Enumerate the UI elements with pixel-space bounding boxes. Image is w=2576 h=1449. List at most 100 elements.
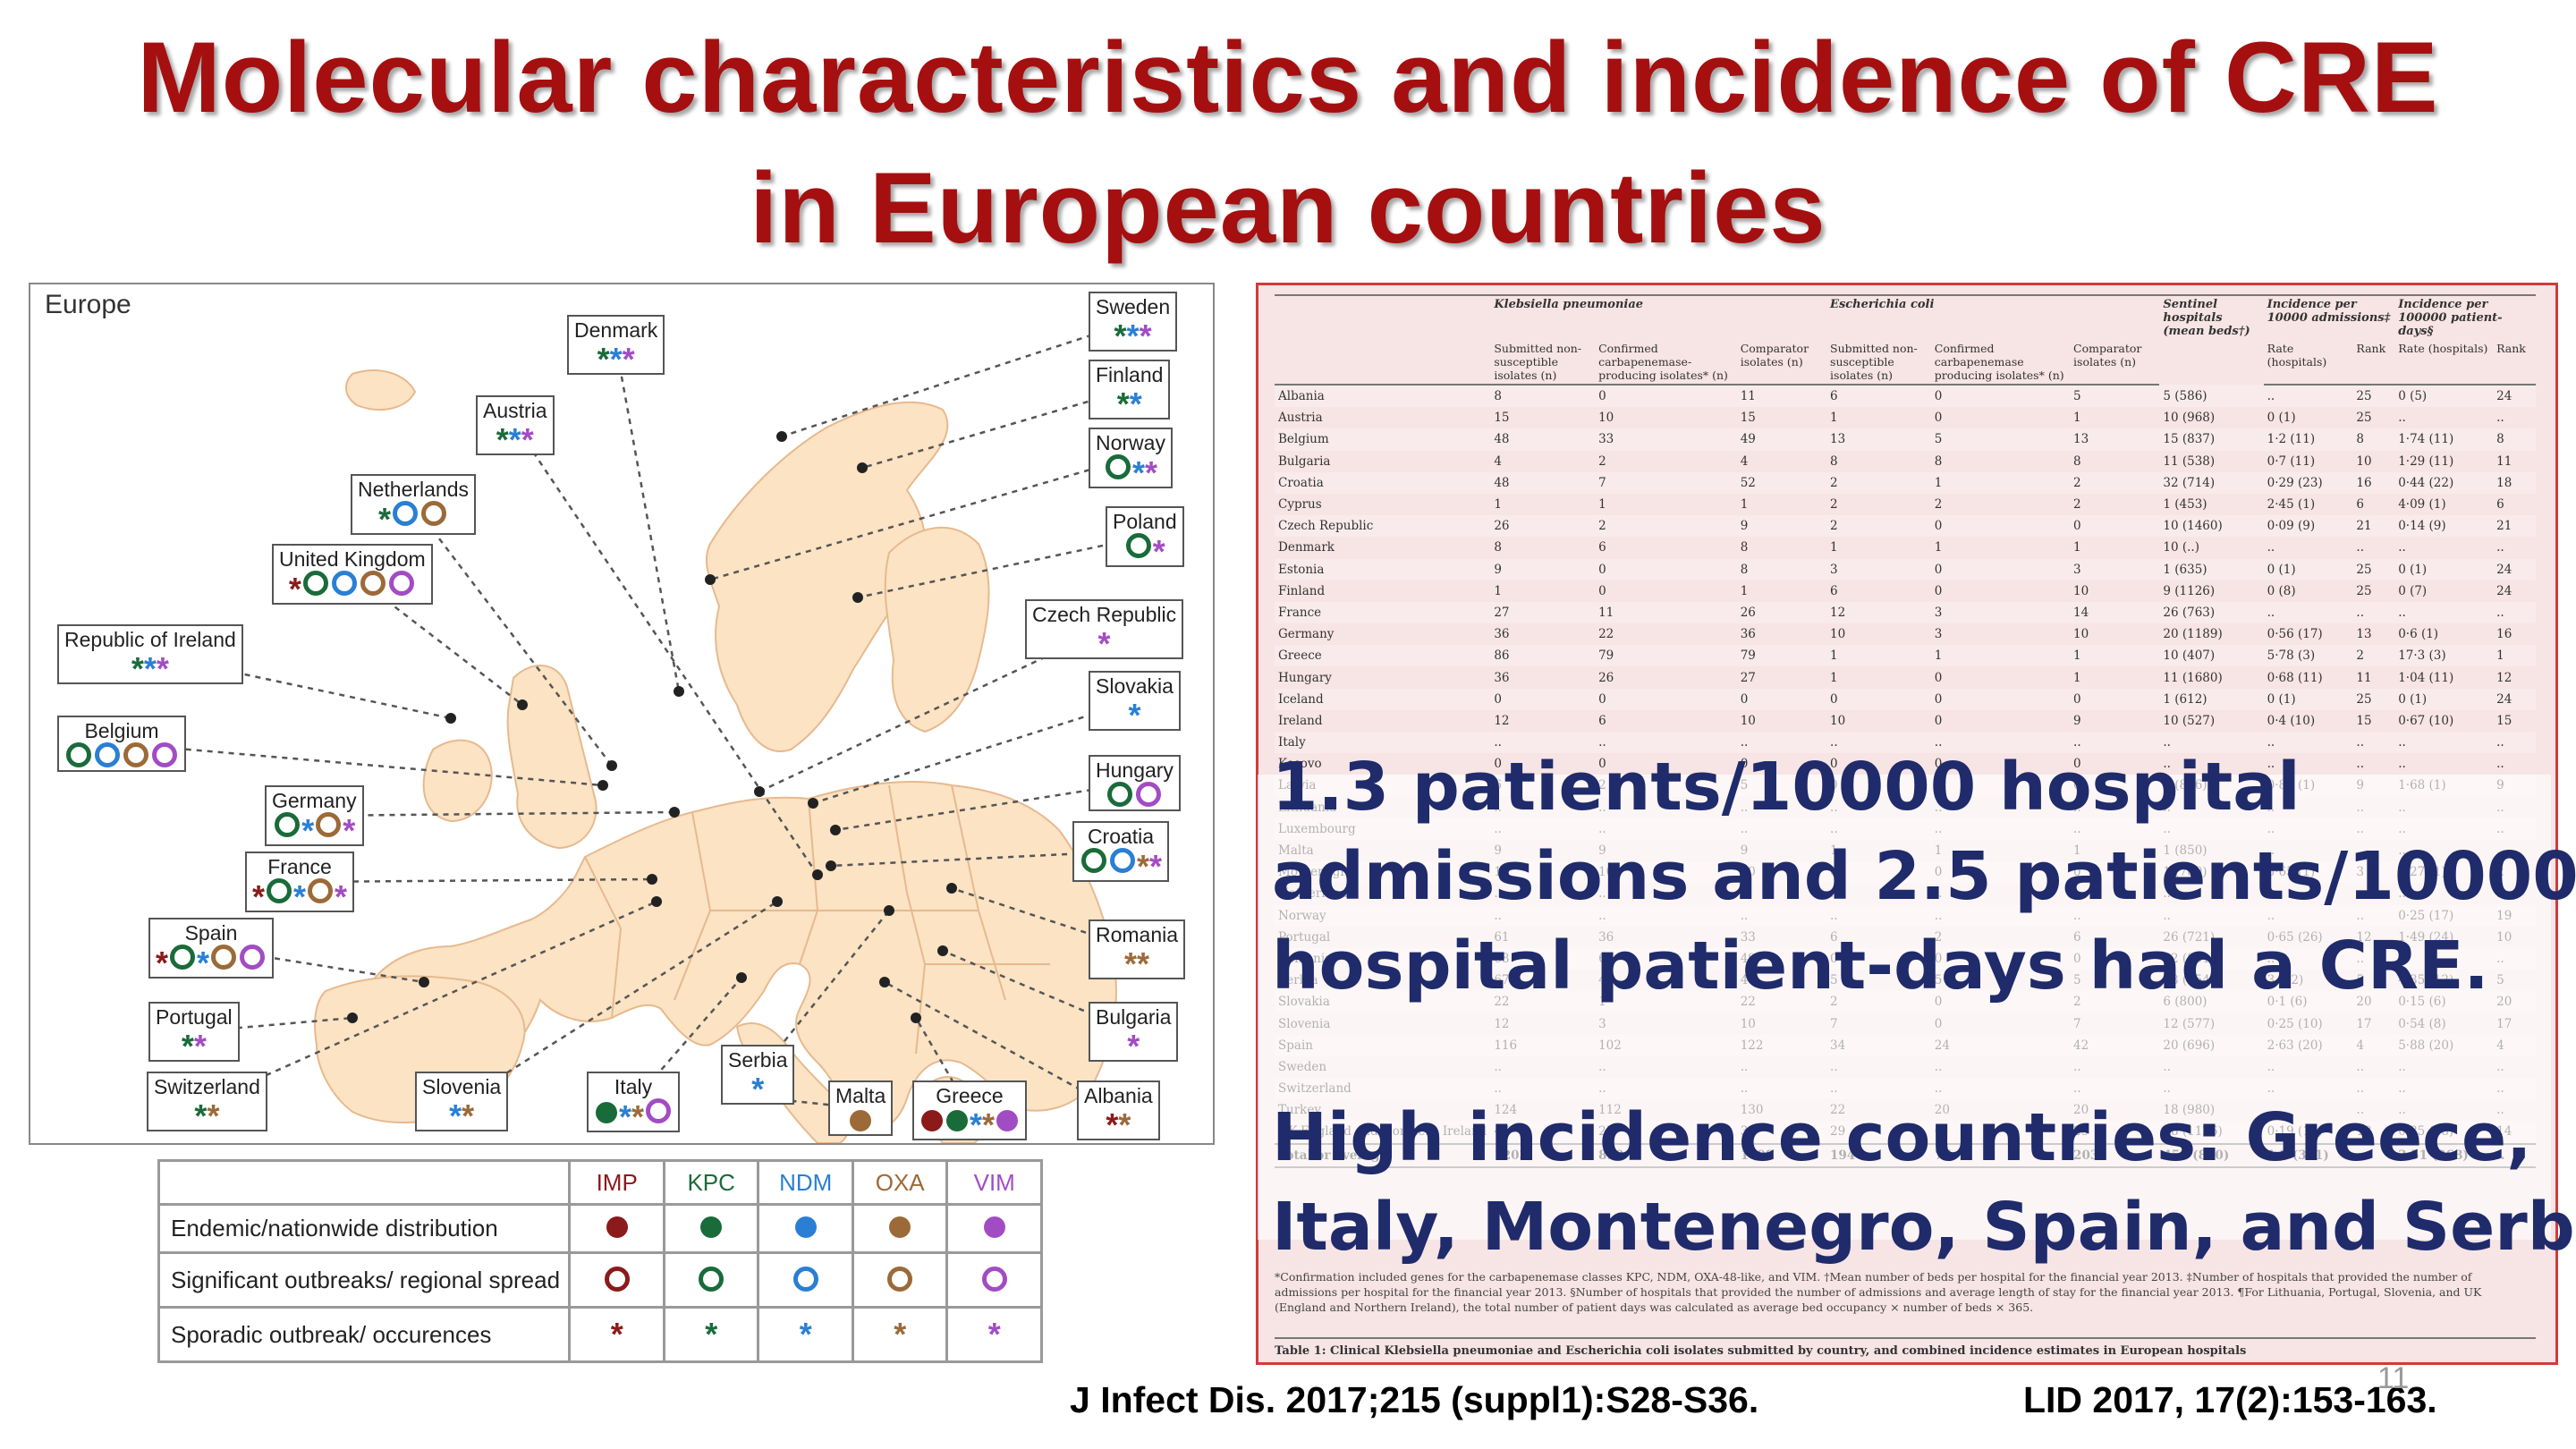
country-marker-bulgaria xyxy=(937,945,948,956)
table-cell: 0 xyxy=(1934,583,1943,598)
table-cell: 6 xyxy=(1826,385,1931,408)
country-name: Norway xyxy=(1096,431,1165,454)
kpc-sporadic-star-icon: * xyxy=(496,421,509,458)
table-cell: 25 xyxy=(2352,385,2395,408)
table-cell: 1 xyxy=(2073,411,2081,426)
table-cell: 0 xyxy=(1830,757,1838,772)
country-name: Albania xyxy=(1084,1084,1153,1107)
table-cell: 1 xyxy=(1740,497,1749,513)
country-marker-france xyxy=(647,874,657,885)
table-cell: 10 (..) xyxy=(2163,540,2199,555)
table-cell: 12 xyxy=(2496,670,2512,685)
country-box-republic-of-ireland: Republic of Ireland *** xyxy=(57,624,243,685)
table-cell: .. xyxy=(2398,757,2406,772)
country-box-finland: Finland ** xyxy=(1089,360,1171,420)
country-name: Sweden xyxy=(1096,295,1171,318)
country-marker-hungary xyxy=(830,825,841,835)
connector-denmark xyxy=(614,344,681,692)
carbapenemase-symbols: ** xyxy=(1096,386,1163,420)
carbapenemase-symbols: * xyxy=(1096,698,1174,732)
legend-col-imp: IMP xyxy=(568,1159,665,1206)
slide-number: 11 xyxy=(2377,1361,2410,1395)
table-country-cell: Bulgaria xyxy=(1278,453,1331,469)
carbapenemase-symbols: ** xyxy=(156,945,267,979)
ndm-outbreak-ring-icon xyxy=(95,742,120,767)
table-cell: 3 xyxy=(1826,558,1931,580)
table-cell: 0 xyxy=(1934,411,1943,426)
vim-sporadic-star-icon: * xyxy=(343,812,356,849)
table-cell: 1 xyxy=(1830,411,1838,426)
country-box-united-kingdom: United Kingdom * xyxy=(272,544,433,606)
country-name: Belgium xyxy=(84,719,159,742)
oxa-outbreak-ring-icon xyxy=(123,742,148,767)
carbapenemase-symbols: * xyxy=(1096,1029,1171,1063)
table-cell: .. xyxy=(2394,732,2494,754)
table-cell: 1 xyxy=(1826,645,1931,667)
table-cell: 2 xyxy=(1598,453,1606,469)
table-group-incidence-admissions: Incidence per 10000 admissions‡ xyxy=(2263,294,2395,340)
table-sub-header: Rank xyxy=(2493,340,2536,386)
country-marker-switzerland xyxy=(651,896,662,907)
oxa-outbreak-ring-icon xyxy=(421,501,447,526)
table-cell: 0·67 (10) xyxy=(2398,713,2454,728)
table-country-cell: Croatia xyxy=(1275,471,1491,494)
table-cell: 8 xyxy=(1490,385,1596,408)
imp-endemic-dot-icon xyxy=(921,1110,943,1131)
table-group-kpneumoniae: Klebsiella pneumoniae xyxy=(1490,294,1827,340)
ndm-outbreak-ring-icon xyxy=(393,501,419,526)
table-cell: 1 xyxy=(1930,645,2071,667)
carbapenemase-symbols: *** xyxy=(64,651,236,685)
country-box-germany: Germany * * xyxy=(265,785,364,849)
table-cell: 1 xyxy=(2073,540,2081,555)
oxa-outbreak-ring-icon xyxy=(211,945,237,970)
table-cell: .. xyxy=(2496,757,2504,772)
carbapenemase-symbols xyxy=(1096,782,1174,809)
table-cell: 11 xyxy=(2356,670,2372,685)
kpc-outbreak-ring-icon xyxy=(66,742,91,767)
connector-norway xyxy=(709,456,1131,581)
table-cell: 15 xyxy=(2356,713,2372,728)
ndm-sporadic-star-icon: * xyxy=(751,1071,765,1107)
vim-sporadic-star-icon: * xyxy=(193,1028,207,1064)
country-box-czech-republic: Czech Republic * xyxy=(1025,599,1184,660)
table-sub-header: Submitted non-susceptible isolates (n) xyxy=(1826,340,1931,386)
europe-map-graphic: Europe xyxy=(30,284,1213,1143)
table-cell: 0 xyxy=(2070,515,2160,538)
table-group-sentinel: Sentinel hospitals (mean beds†) xyxy=(2159,294,2264,385)
table-cell: 0 xyxy=(1826,688,1931,710)
country-name: Malta xyxy=(835,1084,886,1107)
table-cell: 0 (8) xyxy=(2267,583,2296,598)
table-cell: 48 xyxy=(1490,428,1596,451)
vim-outbreak-ring-icon xyxy=(646,1098,672,1123)
imp-endemic-dot-icon xyxy=(606,1216,628,1239)
table-cell: 0 (5) xyxy=(2394,385,2494,408)
table-row: Albania 8 0 11 6 0 5 5 (586).. 25 0 (5) 24 xyxy=(1275,385,2536,408)
land-ireland xyxy=(422,739,493,823)
table-cell: 0 xyxy=(1934,670,1943,685)
table-cell: 10 xyxy=(2073,583,2089,598)
carbapenemase-symbols: ** xyxy=(1096,946,1178,980)
legend-row-endemic: Endemic/nationwide distribution xyxy=(157,1203,1043,1254)
table-cell: 3 xyxy=(1934,627,1943,642)
table-cell: 16 xyxy=(2496,627,2512,642)
vim-outbreak-ring-icon xyxy=(388,571,414,596)
country-marker-czech-republic xyxy=(754,786,765,797)
kpc-outbreak-ring-icon xyxy=(275,812,301,837)
kpc-sporadic-star-icon: * xyxy=(378,501,392,538)
map-heading: Europe xyxy=(45,290,131,319)
table-cell: 9 xyxy=(1490,558,1596,580)
table-cell: 27 xyxy=(1490,601,1596,624)
table-cell: 15 xyxy=(2496,713,2512,728)
table-cell: .. xyxy=(2496,540,2504,555)
table-row: Hungary 36 26 27 1 0 1 11 (1680) 0·68 (11) 11 1·04… xyxy=(1275,666,2536,688)
country-marker-denmark xyxy=(674,686,684,697)
country-marker-spain xyxy=(419,977,429,987)
table-row: Ireland 12 6 10 10 0 9 10 (527) 0·4 (10) 15 0·67 (… xyxy=(1275,710,2536,732)
table-row: France 27 11 26 12 3 14 26 (763)........ xyxy=(1275,601,2536,624)
legend-label-outbreaks: Significant outbreaks/ regional spread xyxy=(157,1250,572,1309)
table-cell: 25 xyxy=(2356,411,2372,426)
carbapenemase-symbols: *** xyxy=(1096,318,1170,352)
table-cell: .. xyxy=(2493,601,2536,624)
table-cell: 1·2 (11) xyxy=(2263,428,2353,451)
table-cell: .. xyxy=(2352,601,2395,624)
